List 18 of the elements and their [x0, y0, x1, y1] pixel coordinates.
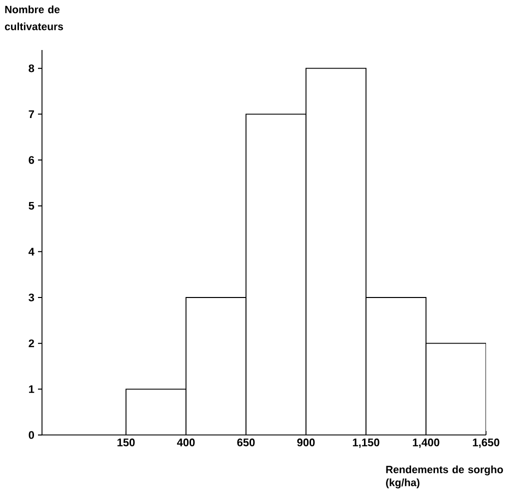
x-tick-label: 900 — [297, 438, 315, 446]
x-tick-label: 650 — [237, 438, 255, 446]
x-tick-label: 150 — [118, 438, 135, 446]
y-tick-label: 1 — [29, 385, 34, 393]
y-tick-label: 4 — [28, 248, 34, 256]
y-tick-label: 3 — [28, 294, 34, 302]
y-tick-label: 7 — [28, 110, 34, 118]
x-axis-title: Rendements de sorgho (kg/ha) — [386, 466, 503, 488]
y-tick-label: 6 — [28, 156, 34, 164]
y-tick-label: 2 — [28, 339, 34, 348]
y-tick-label: 5 — [28, 202, 34, 210]
x-tick-label: 1,150 — [352, 438, 380, 448]
y-tick-label: 0 — [28, 431, 34, 439]
x-tick-label: 400 — [177, 438, 195, 446]
x-tick-label: 1,650 — [472, 438, 500, 448]
y-tick-label: 8 — [28, 64, 34, 72]
x-tick-label: 1,400 — [412, 438, 440, 448]
y-axis-title: Nombre de cultivateurs — [4, 6, 64, 30]
